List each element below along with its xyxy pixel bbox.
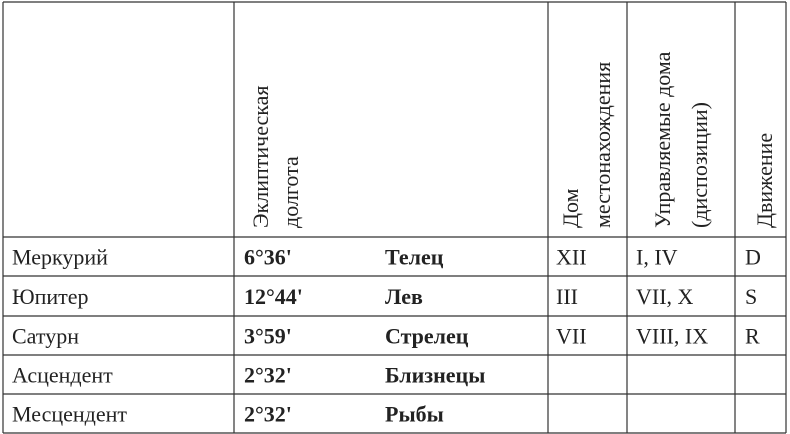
header-label: Управляемые дома bbox=[650, 51, 675, 228]
cell-sign: Рыбы bbox=[385, 402, 444, 427]
cell-sign: Близнецы bbox=[385, 363, 485, 388]
cell-rules: I, IV bbox=[636, 245, 678, 270]
cell-body: Меркурий bbox=[12, 245, 108, 270]
header-label: Движение bbox=[752, 133, 777, 228]
header-label: долгота bbox=[278, 156, 303, 228]
cell-body: Асцендент bbox=[12, 363, 113, 388]
cell-rules: VIII, IX bbox=[636, 324, 708, 349]
cell-motion: S bbox=[745, 284, 757, 309]
cell-body: Сатурн bbox=[12, 324, 79, 349]
cell-degree: 3°59' bbox=[244, 324, 292, 349]
cell-degree: 2°32' bbox=[244, 363, 292, 388]
cell-house: XII bbox=[556, 245, 587, 270]
header-label: (диспозиции) bbox=[687, 102, 712, 228]
cell-body: Месцендент bbox=[12, 402, 127, 427]
header-label: Эклиптическая bbox=[248, 85, 273, 228]
cell-rules: VII, X bbox=[636, 284, 694, 309]
cell-house: III bbox=[556, 284, 578, 309]
cell-body: Юпитер bbox=[12, 284, 89, 309]
cell-house: VII bbox=[556, 324, 587, 349]
cell-sign: Стрелец bbox=[385, 324, 469, 349]
cell-motion: D bbox=[745, 245, 761, 270]
header-label: местонахождения bbox=[590, 62, 615, 228]
cell-degree: 12°44' bbox=[244, 284, 303, 309]
header-label: Дом bbox=[558, 188, 583, 228]
cell-degree: 6°36' bbox=[244, 245, 292, 270]
cell-sign: Телец bbox=[385, 245, 444, 270]
cell-motion: R bbox=[745, 324, 760, 349]
cell-sign: Лев bbox=[385, 284, 423, 309]
cell-degree: 2°32' bbox=[244, 402, 292, 427]
